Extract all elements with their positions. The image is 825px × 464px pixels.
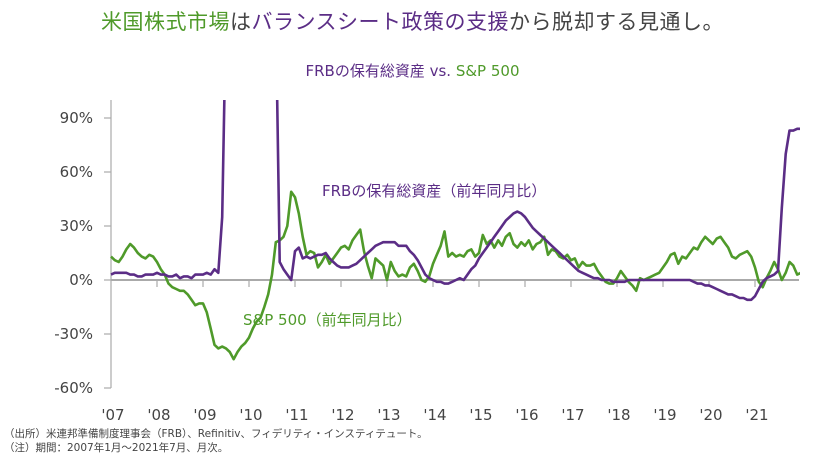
x-tick-label: '20 bbox=[699, 406, 722, 424]
x-tick-label: '18 bbox=[607, 406, 630, 424]
sp500-series-label: S&P 500（前年同月比） bbox=[243, 311, 412, 329]
axes: 90% 60% 30% 0% -30% -60% '07 '08 '09 '10 '11 '12 '13… bbox=[54, 100, 799, 424]
frb-series-label: FRBの保有総資産（前年同月比） bbox=[322, 182, 546, 200]
chart-title-sp500: S&P 500 bbox=[455, 62, 520, 80]
chart-title-vs: vs. bbox=[424, 62, 456, 80]
x-tick-label: '21 bbox=[745, 406, 768, 424]
x-tick-label: '07 bbox=[101, 406, 124, 424]
x-tick-label: '10 bbox=[239, 406, 262, 424]
headline-particle: は bbox=[229, 10, 252, 34]
sp500-line bbox=[110, 190, 800, 361]
x-tick-label: '11 bbox=[285, 406, 308, 424]
y-tick-label: -30% bbox=[54, 325, 93, 343]
y-tick-label: -60% bbox=[54, 379, 93, 397]
y-tick-label: 60% bbox=[60, 163, 93, 181]
chart-title-frb: FRBの保有総資産 bbox=[305, 62, 425, 80]
x-tick-label: '15 bbox=[469, 406, 492, 424]
footnotes: （出所）米連邦準備制度理事会（FRB）、Refinitiv、フィデリティ・インス… bbox=[4, 427, 428, 455]
x-tick-label: '13 bbox=[377, 406, 400, 424]
frb-total-assets-line bbox=[110, 100, 800, 302]
y-tick-label: 0% bbox=[69, 271, 93, 289]
series-group bbox=[110, 100, 800, 361]
period-note: （注）期間：2007年1月～2021年7月、月次。 bbox=[4, 442, 229, 454]
x-tick-label: '19 bbox=[653, 406, 676, 424]
x-tick-label: '08 bbox=[147, 406, 170, 424]
headline-balance-sheet-support: バランスシート政策の支援 bbox=[251, 10, 510, 34]
x-tick-label: '14 bbox=[423, 406, 446, 424]
x-tick-label: '16 bbox=[515, 406, 538, 424]
headline-us-stock-market: 米国株式市場 bbox=[100, 10, 230, 34]
x-tick-label: '12 bbox=[331, 406, 354, 424]
x-tick-label: '17 bbox=[561, 406, 584, 424]
chart-title: FRBの保有総資産 vs. S&P 500 bbox=[0, 60, 825, 81]
source-note: （出所）米連邦準備制度理事会（FRB）、Refinitiv、フィデリティ・インス… bbox=[4, 428, 428, 440]
x-tick-label: '09 bbox=[193, 406, 216, 424]
headline-outlook: から脱却する見通し。 bbox=[509, 10, 725, 34]
y-tick-label: 90% bbox=[60, 109, 93, 127]
y-tick-label: 30% bbox=[60, 217, 93, 235]
headline: 米国株式市場はバランスシート政策の支援から脱却する見通し。 bbox=[0, 6, 825, 36]
